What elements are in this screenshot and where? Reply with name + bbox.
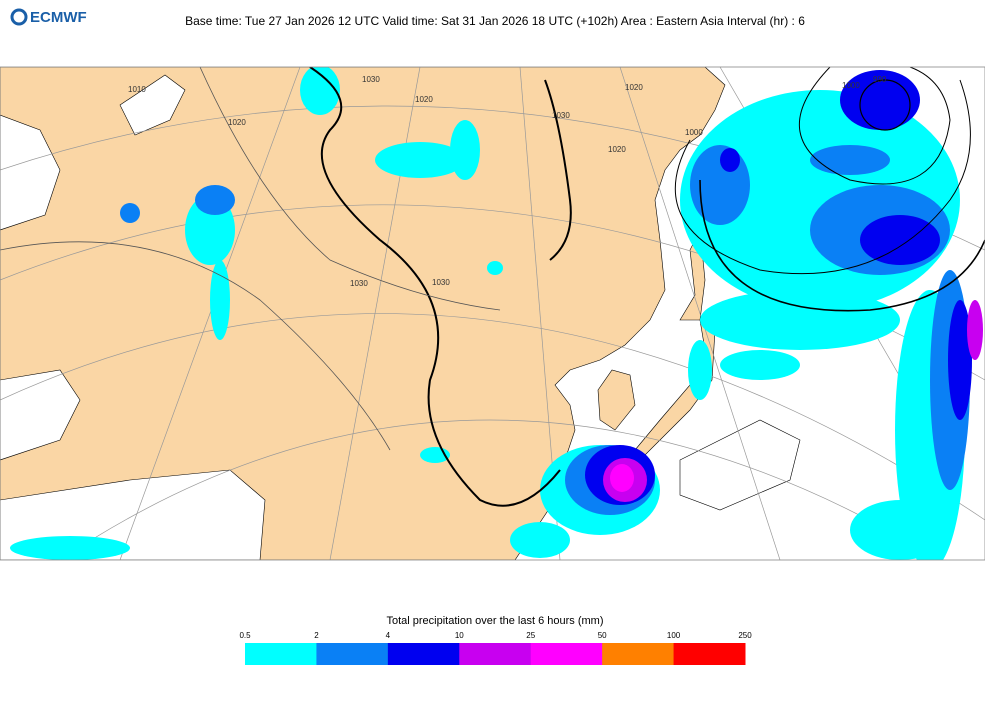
isobars [0, 67, 985, 507]
legend-level-label: 50 [598, 631, 607, 640]
sea-gulf [0, 369, 81, 461]
sea-west [0, 114, 61, 231]
isobar-labels: 1020 1030 1020 1030 1030 1010 1020 1000 … [128, 75, 887, 288]
isobar-label: 1010 [128, 85, 146, 94]
header-title: Base time: Tue 27 Jan 2026 12 UTC Valid … [185, 14, 805, 28]
legend-level-label: 250 [738, 631, 752, 640]
isobar-label: 1020 [625, 83, 643, 92]
legend-level-label: 2 [314, 631, 319, 640]
korea [597, 369, 636, 431]
legend-title: Total precipitation over the last 6 hour… [386, 615, 603, 627]
isobar-label: 1030 [432, 278, 450, 287]
legend-swatch [316, 643, 389, 665]
legend-swatch [673, 643, 746, 665]
legend-level-label: 4 [386, 631, 391, 640]
logo: ECMWF [10, 8, 87, 26]
logo-text: ECMWF [30, 9, 87, 26]
isobar-label: 1000 [685, 128, 703, 137]
precip-extreme [610, 464, 634, 492]
isobar-label: 1020 [415, 95, 433, 104]
isobar-label: 1020 [608, 145, 626, 154]
map-frame [0, 66, 985, 561]
island-outline [679, 419, 801, 511]
legend-swatch [245, 643, 317, 665]
legend-level-label: 100 [667, 631, 681, 640]
legend-level-label: 25 [526, 631, 535, 640]
legend-level-label: 0.5 [239, 631, 251, 640]
legend-level-label: 10 [455, 631, 464, 640]
legend-swatch [530, 643, 603, 665]
legend-swatch [459, 643, 532, 665]
legend: 0.5 2 4 10 25 50 100 250 [239, 631, 752, 665]
isobar-label: 990 [873, 75, 887, 84]
isobar-label: 1030 [362, 75, 380, 84]
legend-swatch [387, 643, 460, 665]
isobar-label: 1020 [228, 118, 246, 127]
logo-icon [10, 8, 28, 26]
legend-swatch [602, 643, 675, 665]
isobar-label: 1030 [350, 279, 368, 288]
sea-north [119, 74, 186, 136]
isobar-label: 1030 [552, 111, 570, 120]
isobar-label: 1000 [842, 81, 860, 90]
map: 1020 1030 1020 1030 1030 1010 1020 1000 … [0, 66, 985, 561]
